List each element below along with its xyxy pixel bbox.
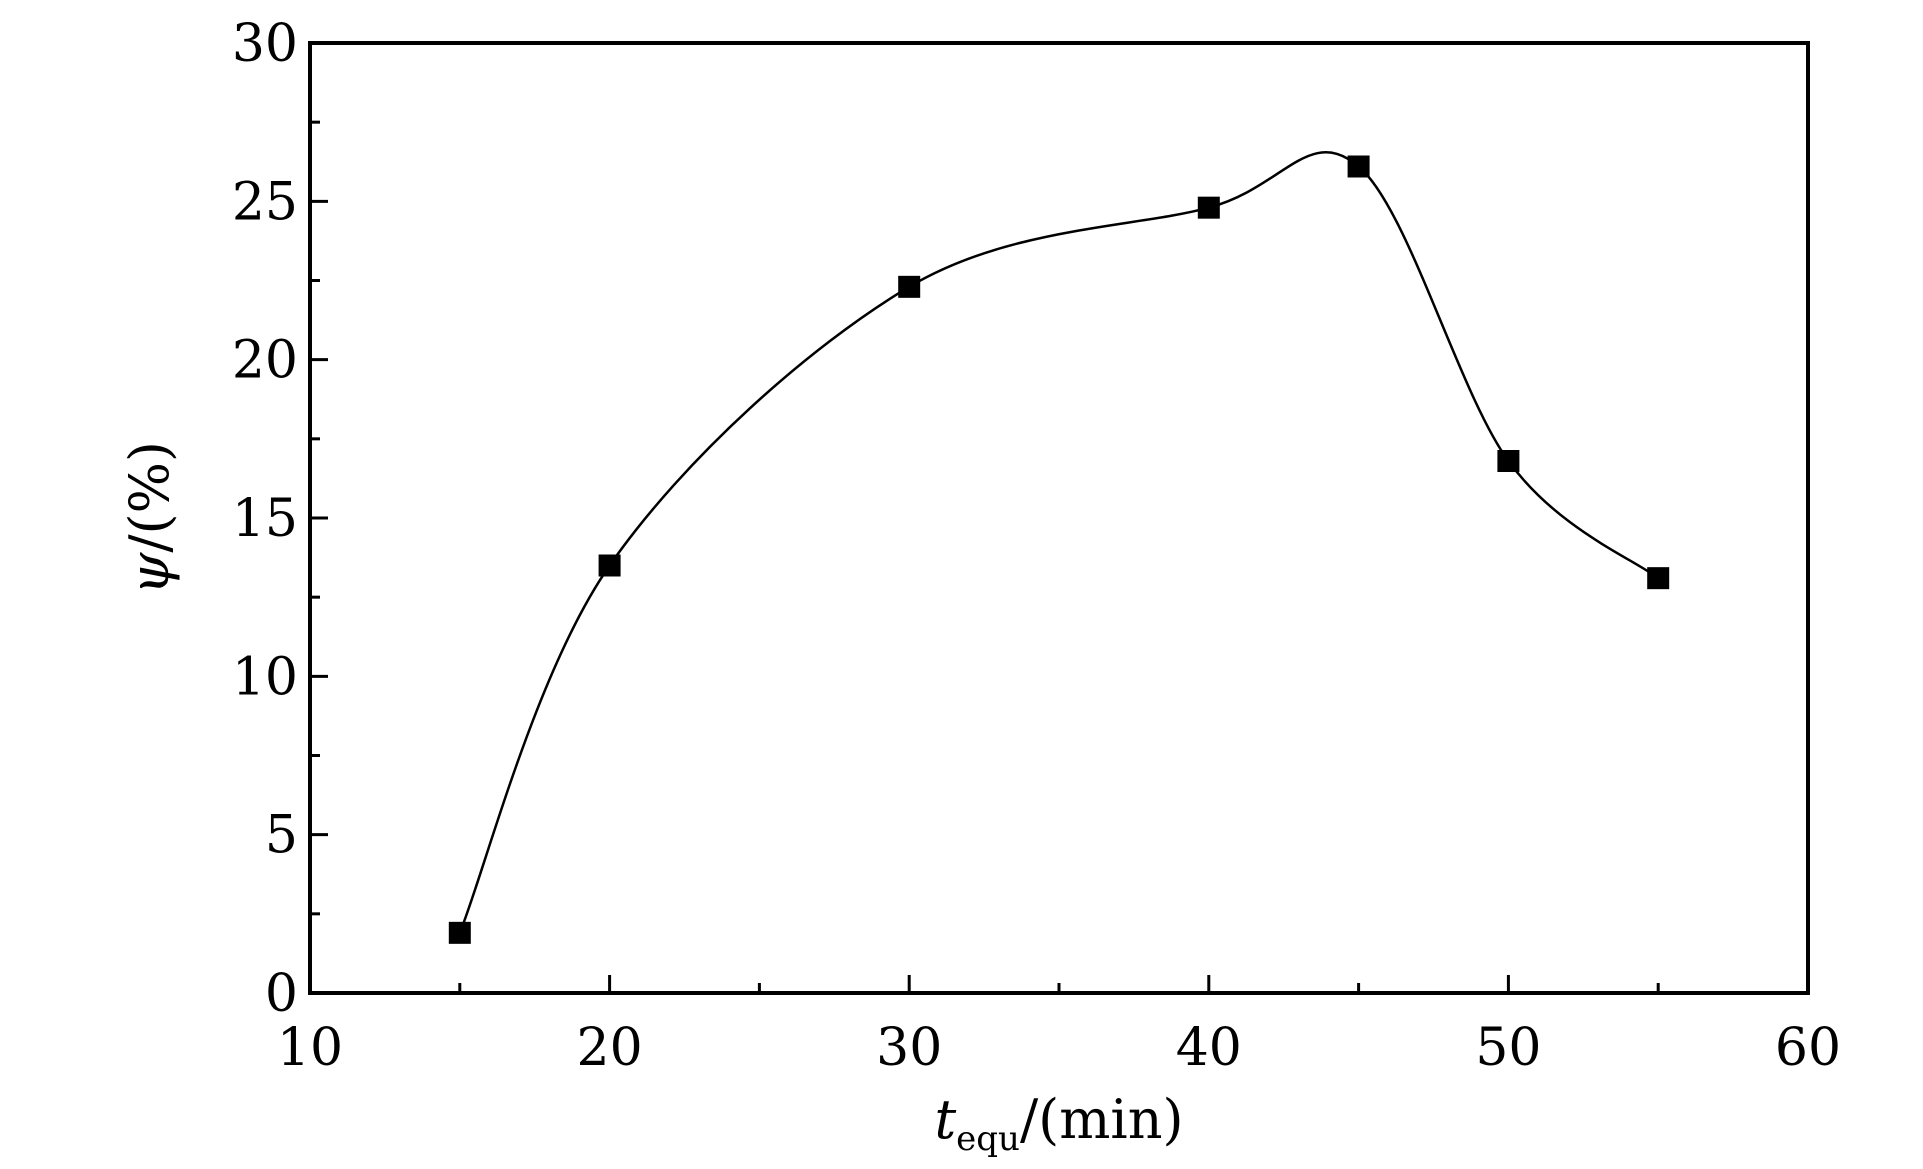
y-tick-label: 25 [232,172,298,232]
series-markers [448,155,1670,944]
series-line [458,151,1659,934]
x-tick-label: 10 [277,1018,343,1078]
data-point-marker [1347,155,1370,178]
data-point-marker [448,921,471,944]
x-axis-ticks: 10 20 30 40 50 60 [277,975,1841,1078]
x-tick-label: 30 [876,1018,942,1078]
data-point-marker [1197,196,1220,219]
y-tick-label: 30 [232,14,298,74]
plot-frame [308,41,1810,995]
y-tick-label: 5 [265,806,298,866]
x-tick-label: 50 [1475,1018,1541,1078]
y-tick-label: 20 [232,331,298,391]
data-point-marker [898,275,921,298]
data-point-marker [1647,567,1670,590]
x-axis-sub: equ [956,1119,1020,1159]
data-point-marker [598,554,621,577]
y-tick-label: 10 [232,647,298,707]
x-tick-label: 60 [1775,1018,1841,1078]
x-axis-title: tequ/(min) [934,1088,1183,1159]
y-tick-label: 15 [232,489,298,549]
y-axis-ticks: 0 5 10 15 20 25 30 [232,14,328,1024]
y-axis-var: ψ [118,552,181,595]
x-axis-unit: /(min) [1020,1088,1184,1151]
x-axis-var: t [934,1088,956,1151]
x-tick-label: 20 [577,1018,643,1078]
data-point-marker [1497,450,1520,472]
y-tick-label: 0 [265,964,298,1024]
x-tick-label: 40 [1176,1018,1242,1078]
y-axis-unit: /(%) [118,441,181,553]
y-axis-title: ψ/(%) [118,441,181,595]
